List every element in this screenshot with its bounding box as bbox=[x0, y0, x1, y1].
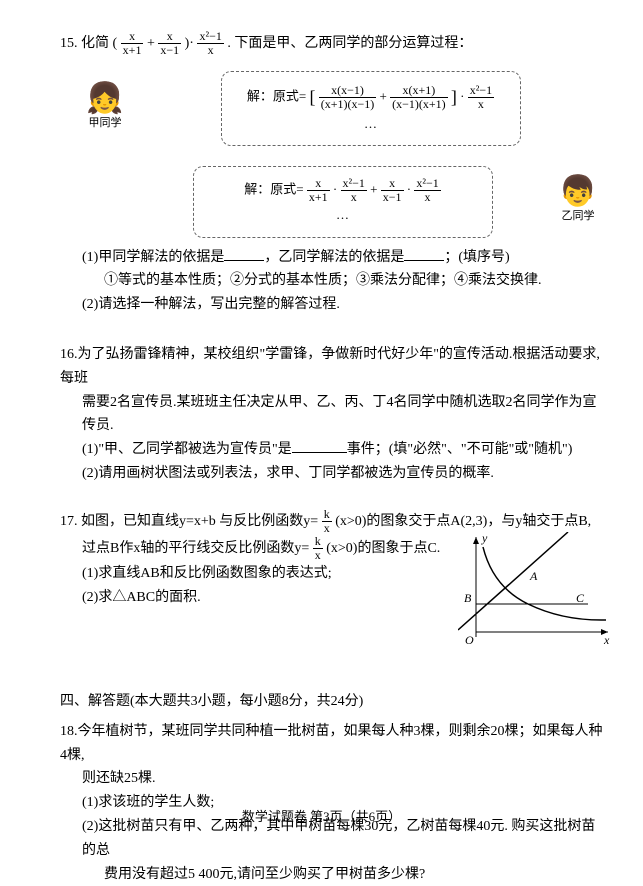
blank bbox=[404, 247, 444, 261]
blank bbox=[292, 439, 347, 453]
q15-sub1-opts: ①等式的基本性质；②分式的基本性质；③乘法分配律；④乘法交换律. bbox=[60, 269, 603, 293]
graph-label-a: A bbox=[529, 569, 538, 583]
blank bbox=[224, 247, 264, 261]
section-4-heading: 四、解答题(本大题共3小题，每小题8分，共24分) bbox=[60, 690, 603, 714]
yi-character: 👦 乙同学 bbox=[553, 177, 603, 226]
graph-label-c: C bbox=[576, 591, 585, 605]
q18-number: 18. bbox=[60, 724, 78, 739]
q17-line2a: 过点B作x轴的平行线交反比例函数y= bbox=[82, 541, 313, 556]
graph-label-o: O bbox=[465, 633, 474, 647]
q17-line2b: (x>0)的图象于点C. bbox=[326, 541, 440, 556]
boy-icon: 👦 bbox=[553, 177, 603, 207]
q16-sub2: (2)请用画树状图法或列表法，求甲、丁同学都被选为宣传员的概率. bbox=[60, 462, 603, 486]
question-15: 15. 化简 ( xx+1 + xx−1 )· x²−1x . 下面是甲、乙两同… bbox=[60, 30, 603, 317]
q15-row-jia: 👧 甲同学 解：原式= [ x(x−1)(x+1)(x−1) + x(x+1)(… bbox=[80, 63, 603, 154]
graph-label-y: y bbox=[481, 532, 488, 545]
q15-frac1: xx+1 bbox=[121, 30, 144, 57]
q17-stem-a: 如图，已知直线y=x+b 与反比例函数y= bbox=[81, 514, 322, 529]
girl-icon: 👧 bbox=[80, 84, 130, 114]
q18-line1: 今年植树节，某班同学共同种植一批树苗，如果每人种3棵，则剩余20棵；如果每人种4… bbox=[60, 724, 603, 763]
q17-graph: A B C O x y bbox=[458, 532, 613, 647]
q18-line2: 则还缺25棵. bbox=[60, 767, 603, 791]
q15-stem-a: 化简 ( bbox=[81, 36, 117, 51]
yi-label: 乙同学 bbox=[553, 207, 603, 226]
q17-stem-b: (x>0)的图象交于点A(2,3)，与y轴交于点B, bbox=[335, 514, 591, 529]
q15-bubble-jia: 解：原式= [ x(x−1)(x+1)(x−1) + x(x+1)(x−1)(x… bbox=[221, 71, 521, 146]
question-18: 18.今年植树节，某班同学共同种植一批树苗，如果每人种3棵，则剩余20棵；如果每… bbox=[60, 720, 603, 886]
q15-sub1: (1)甲同学解法的依据是，乙同学解法的依据是；(填序号) bbox=[60, 246, 603, 270]
q15-number: 15. bbox=[60, 36, 78, 51]
q15-frac2: xx−1 bbox=[158, 30, 181, 57]
q15-stem-d: . 下面是甲、乙两同学的部分运算过程： bbox=[227, 36, 472, 51]
q15-bubble-yi: 解：原式= xx+1 · x²−1x + xx−1 · x²−1x … bbox=[193, 166, 493, 237]
jia-label: 甲同学 bbox=[80, 114, 130, 133]
question-16: 16.为了弘扬雷锋精神，某校组织"学雷锋，争做新时代好少年"的宣传活动.根据活动… bbox=[60, 343, 603, 486]
q15-row-yi: 解：原式= xx+1 · x²−1x + xx−1 · x²−1x … 👦 乙同… bbox=[140, 158, 603, 245]
q16-line2: 需要2名宣传员.某班班主任决定从甲、乙、丙、丁4名同学中随机选取2名同学作为宣传… bbox=[60, 391, 603, 439]
jia-character: 👧 甲同学 bbox=[80, 84, 130, 133]
q17-frac-kx: kx bbox=[322, 508, 332, 535]
q18-sub2b: 费用没有超过5 400元,请问至少购买了甲树苗多少棵? bbox=[60, 863, 603, 886]
q17-frac-kx2: kx bbox=[313, 535, 323, 562]
page-footer: 数学试题卷 第3页（共6页） bbox=[0, 806, 643, 828]
q16-line1: 为了弘扬雷锋精神，某校组织"学雷锋，争做新时代好少年"的宣传活动.根据活动要求,… bbox=[60, 347, 600, 386]
q15-sub2: (2)请选择一种解法，写出完整的解答过程. bbox=[60, 293, 603, 317]
q17-number: 17. bbox=[60, 514, 78, 529]
q15-frac3: x²−1x bbox=[197, 30, 223, 57]
q16-number: 16. bbox=[60, 347, 78, 362]
q16-sub1: (1)"甲、乙同学都被选为宣传员"是事件；(填"必然"、"不可能"或"随机") bbox=[60, 438, 603, 462]
graph-label-x: x bbox=[603, 633, 610, 647]
graph-label-b: B bbox=[464, 591, 472, 605]
